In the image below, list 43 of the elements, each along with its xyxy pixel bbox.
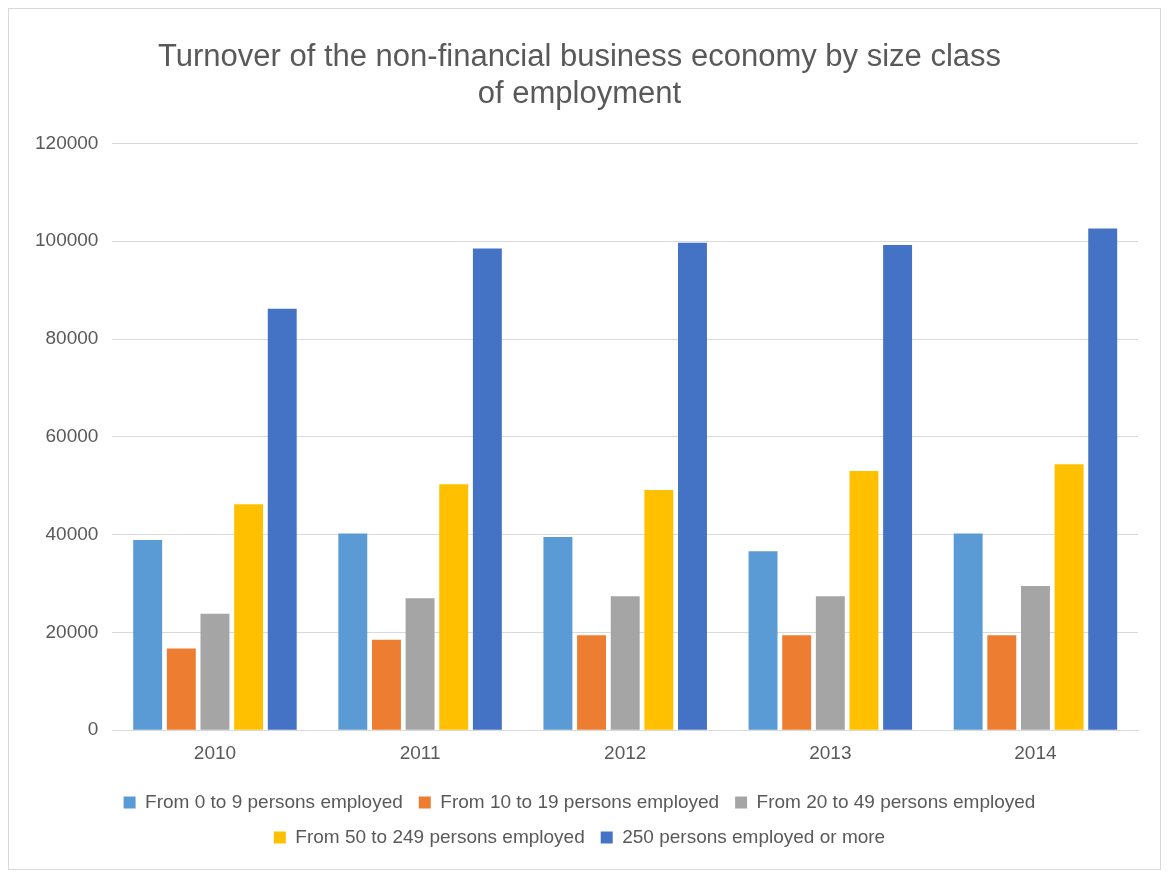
- y-tick-label: 0: [87, 718, 99, 740]
- bar: [987, 635, 1017, 730]
- x-tick-label: 2014: [1014, 741, 1057, 763]
- bar: [405, 598, 435, 730]
- y-tick-label: 80000: [45, 327, 99, 349]
- legend-label: From 0 to 9 persons employed: [145, 790, 403, 812]
- bar: [610, 596, 640, 730]
- bar: [439, 484, 469, 730]
- bar: [883, 245, 913, 730]
- bar: [371, 639, 401, 730]
- bar: [133, 539, 163, 730]
- bar: [849, 471, 879, 730]
- legend-label: From 20 to 49 persons employed: [756, 790, 1036, 812]
- bar: [782, 635, 812, 730]
- x-tick-label: 2013: [809, 741, 852, 763]
- bar: [543, 537, 573, 730]
- bar: [338, 533, 368, 730]
- bar: [748, 551, 778, 730]
- bar: [166, 648, 196, 730]
- bar: [234, 504, 264, 730]
- y-tick-label: 60000: [45, 425, 99, 447]
- bar: [1054, 464, 1084, 730]
- x-tick-label: 2011: [399, 741, 441, 763]
- bar: [815, 596, 845, 730]
- y-tick-label: 120000: [35, 131, 99, 153]
- x-tick-label: 2012: [604, 741, 647, 763]
- bar: [953, 533, 983, 730]
- bar: [1088, 228, 1118, 730]
- bar: [644, 490, 674, 730]
- legend-label: From 10 to 19 persons employed: [440, 790, 720, 812]
- bar: [577, 635, 607, 730]
- y-tick-label: 40000: [45, 522, 99, 544]
- y-tick-label: 20000: [45, 620, 99, 642]
- bar: [200, 613, 230, 730]
- bar: [1020, 585, 1050, 730]
- y-tick-label: 100000: [35, 229, 99, 251]
- bar: [472, 248, 502, 730]
- legend-label: 250 persons employed or more: [622, 825, 886, 847]
- bar: [267, 308, 297, 730]
- chart-title: Turnover of the non-financial business economy by size class of employment: [157, 38, 1002, 111]
- bar: [678, 242, 707, 730]
- x-tick-label: 2010: [193, 741, 237, 763]
- legend-label: From 50 to 249 persons employed: [295, 825, 585, 847]
